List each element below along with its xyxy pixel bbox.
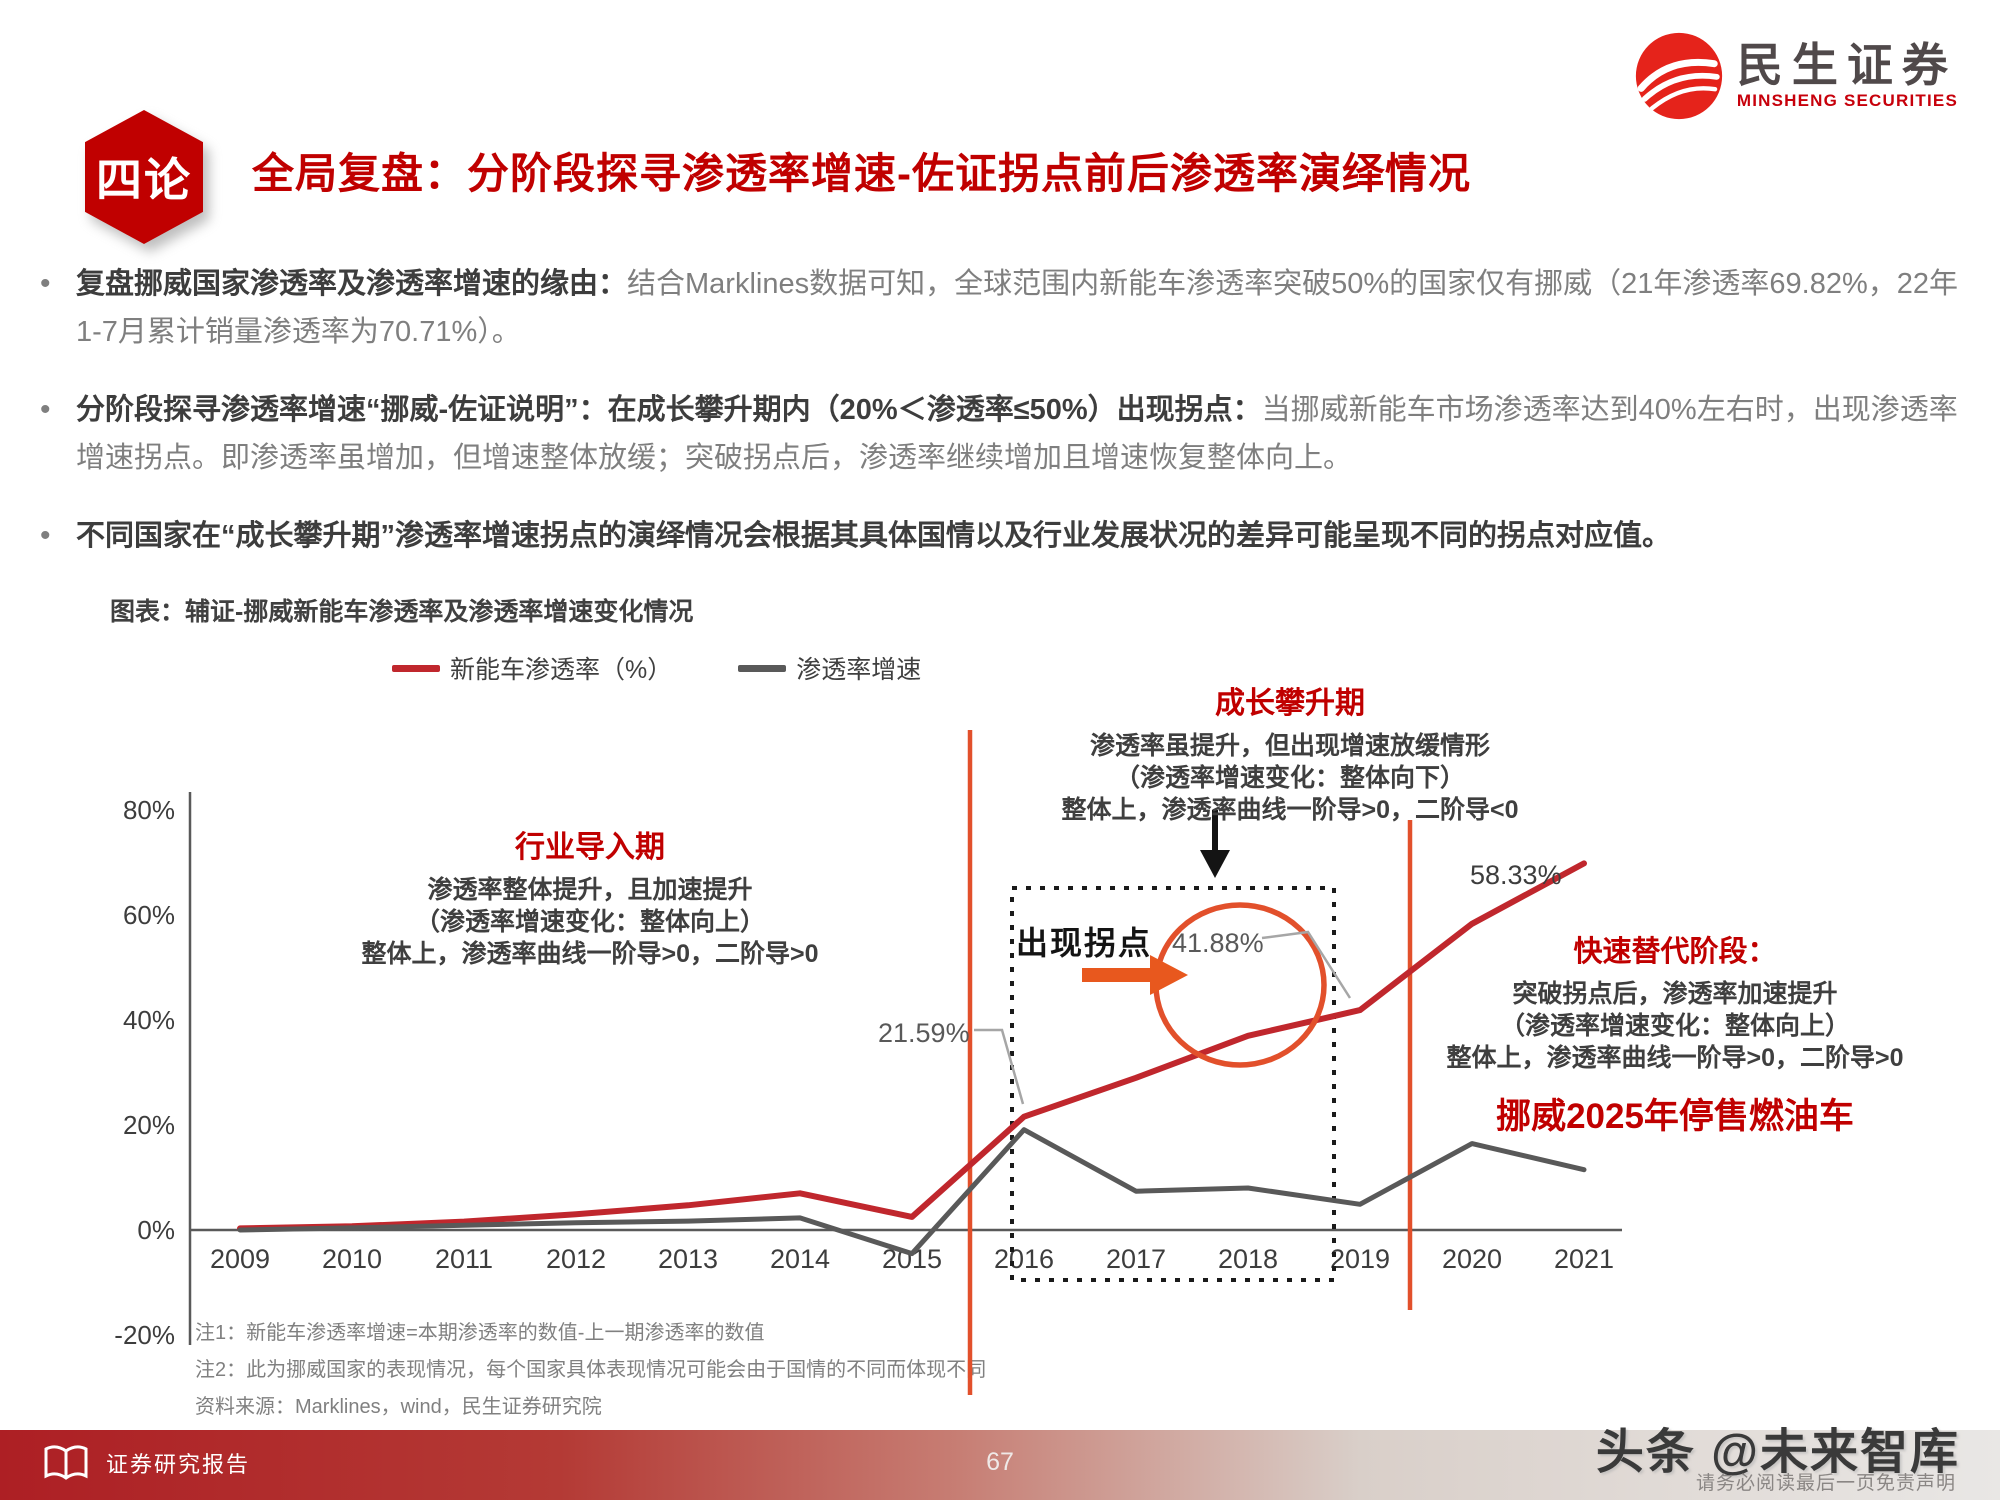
phase-replace-title: 快速替代阶段： [1573,936,1777,968]
logo-en-text: MINSHENG SECURITIES [1736,91,1958,110]
y-tick-label: 0% [137,1215,175,1245]
page-title: 全局复盘：分阶段探寻渗透率增速-佐证拐点前后渗透率演绎情况 [252,150,1471,197]
x-tick-label: 2015 [881,1244,943,1274]
down-arrow-head [1200,850,1230,878]
phase-growth-line2: （渗透率增速变化：整体向下） [1114,764,1465,792]
footer-left: 证券研究报告 [42,1442,250,1484]
chart-notes: 注1：新能车渗透率增速=本期渗透率的数值-上一期渗透率的数值 注2：此为挪威国家… [195,1315,986,1426]
value-label-2016: 21.59% [878,1018,970,1048]
bullet-1: 复盘挪威国家渗透率及渗透率增速的缘由：结合Marklines数据可知，全球范围内… [38,260,1968,356]
leader-2016 [974,1028,1025,1105]
legend-label-penetration: 新能车渗透率（%） [450,656,673,684]
bullet-2-body: 当挪威新能车市场渗透率达到40%左右时，出现渗透率增速拐点。即渗透率虽增加，但增… [76,394,1958,474]
x-tick-label: 2018 [1217,1244,1279,1274]
x-tick-label: 2010 [321,1244,383,1274]
minsheng-logo: 民生证券 MINSHENG SECURITIES [1635,32,1958,120]
section-badge: 四论 [85,110,203,244]
phase-growth-line1: 渗透率虽提升，但出现增速放缓情形 [1089,732,1490,760]
page-number: 67 [986,1448,1014,1476]
legend-item-penetration: 新能车渗透率（%） [392,650,672,686]
phase-intro-block: 行业导入期 渗透率整体提升，且加速提升 （渗透率增速变化：整体向上） 整体上，渗… [350,822,830,970]
inflection-arrow-head [1150,955,1188,995]
legend-item-growth: 渗透率增速 [738,650,921,686]
x-tick-label: 2020 [1441,1244,1503,1274]
bullet-3-lead: 不同国家在“成长攀升期”渗透率增速拐点的演绎情况会根据其具体国情以及行业发展状况… [76,520,1672,552]
y-tick-label: 20% [122,1110,175,1140]
bullet-3: 不同国家在“成长攀升期”渗透率增速拐点的演绎情况会根据其具体国情以及行业发展状况… [38,512,1968,560]
phase-intro-line2: （渗透率增速变化：整体向上） [414,908,765,936]
bullet-1-lead: 复盘挪威国家渗透率及渗透率增速的缘由： [76,268,628,300]
leader-2019 [1261,930,1352,999]
y-tick-label: 40% [122,1005,175,1035]
value-label-2020: 58.33% [1470,860,1562,890]
phase-growth-block: 成长攀升期 渗透率虽提升，但出现增速放缓情形 （渗透率增速变化：整体向下） 整体… [1040,678,1540,826]
legend-label-growth: 渗透率增速 [796,656,922,684]
phase-replace-block: 快速替代阶段： 突破拐点后，渗透率加速提升 （渗透率增速变化：整体向上） 整体上… [1425,928,1925,1074]
growth-line [237,1127,1587,1257]
minsheng-logo-icon [1635,32,1722,120]
summary-bullets: 复盘挪威国家渗透率及渗透率增速的缘由：结合Marklines数据可知，全球范围内… [38,260,1968,590]
note-1: 注1：新能车渗透率增速=本期渗透率的数值-上一期渗透率的数值 [195,1322,765,1344]
x-tick-label: 2013 [657,1244,719,1274]
note-2: 注2：此为挪威国家的表现情况，每个国家具体表现情况可能会由于国情的不同而体现不同 [195,1359,987,1381]
watermark-text: 头条 @未来智库 [1595,1426,1960,1479]
footer-disclaimer: 请务必阅读最后一页免责声明 [1695,1473,1956,1494]
y-tick-label: 80% [122,795,175,825]
x-tick-label: 2012 [545,1244,607,1274]
x-tick-label: 2016 [993,1244,1055,1274]
legend-swatch-growth [738,664,787,672]
phase-replace-line3: 整体上，渗透率曲线一阶导>0，二阶导>0 [1446,1044,1904,1072]
phase-intro-title: 行业导入期 [515,831,665,864]
x-tick-label: 2009 [209,1244,271,1274]
source-note: 资料来源：Marklines，wind，民生证券研究院 [195,1396,602,1418]
figure-title: 图表：辅证-挪威新能车渗透率及渗透率增速变化情况 [110,598,694,626]
y-tick-label: -20% [114,1320,175,1350]
phase-intro-line1: 渗透率整体提升，且加速提升 [427,876,753,904]
open-book-icon [44,1445,88,1480]
x-tick-label: 2019 [1329,1244,1391,1274]
inflection-label: 出现拐点 [1016,925,1153,961]
y-tick-label: 60% [122,900,175,930]
bullet-1-body: 结合Marklines数据可知，全球范围内新能车渗透率突破50%的国家仅有挪威（… [76,268,1959,348]
x-tick-label: 2017 [1105,1244,1167,1274]
bullet-2: 分阶段探寻渗透率增速“挪威-佐证说明”：在成长攀升期内（20%＜渗透率≤50%）… [38,386,1968,482]
footer-report-label: 证券研究报告 [106,1452,251,1477]
phase-growth-line3: 整体上，渗透率曲线一阶导>0，二阶导<0 [1061,796,1519,824]
legend-swatch-penetration [392,664,440,672]
x-tick-label: 2014 [769,1244,831,1274]
value-label-2019: 41.88% [1172,928,1264,958]
phase-growth-title: 成长攀升期 [1215,687,1365,720]
phase-replace-line2: （渗透率增速变化：整体向上） [1499,1012,1850,1040]
chart-legend: 新能车渗透率（%） 渗透率增速 [392,650,921,686]
ice-ban-label: 挪威2025年停售燃油车 [1496,1097,1854,1136]
section-badge-label: 四论 [96,154,192,206]
x-tick-label: 2021 [1553,1244,1615,1274]
phase-replace-line1: 突破拐点后，渗透率加速提升 [1512,980,1838,1008]
phase-intro-line3: 整体上，渗透率曲线一阶导>0，二阶导>0 [361,940,819,968]
logo-cn-text: 民生证券 [1736,39,1957,91]
x-tick-label: 2011 [434,1244,494,1274]
footer-bar: 证券研究报告 67 [0,1430,2000,1500]
bullet-2-lead: 分阶段探寻渗透率增速“挪威-佐证说明”：在成长攀升期内（20%＜渗透率≤50%）… [76,394,1262,426]
